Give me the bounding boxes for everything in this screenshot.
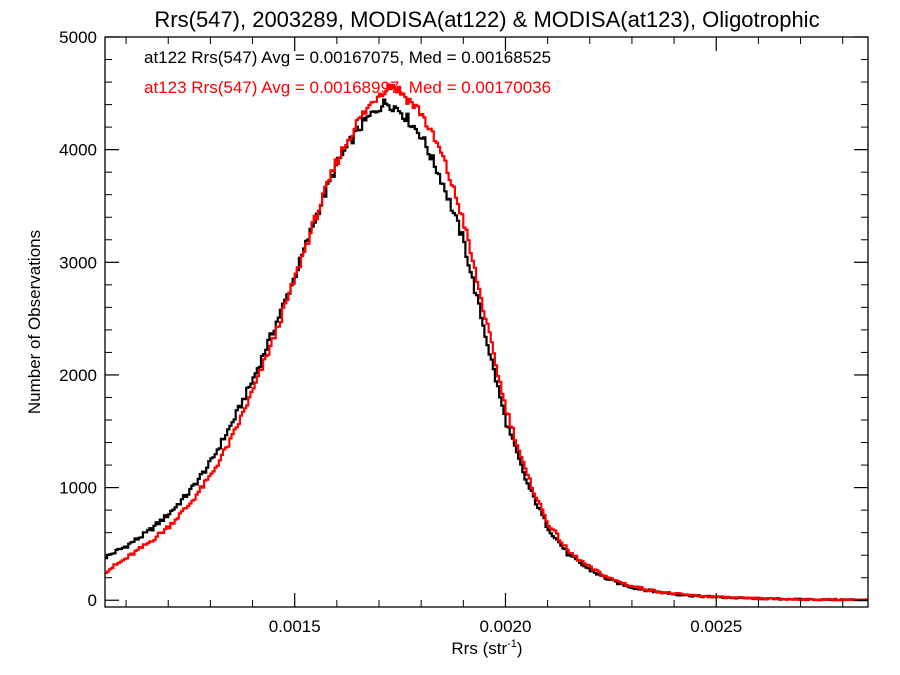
- annotation-at122: at122 Rrs(547) Avg = 0.00167075, Med = 0…: [144, 48, 551, 67]
- y-tick-label: 3000: [59, 253, 97, 272]
- x-axis-label-main: Rrs (str: [451, 639, 507, 658]
- annotation-at123: at123 Rrs(547) Avg = 0.00168997, Med = 0…: [144, 78, 551, 97]
- x-axis-label-suffix: ): [517, 639, 523, 658]
- plot-frame: [104, 36, 869, 608]
- x-axis-label-superscript: -1: [507, 638, 517, 650]
- x-axis: 0.0015 0.0020 0.0025: [125, 37, 844, 636]
- chart-title: Rrs(547), 2003289, MODISA(at122) & MODIS…: [154, 7, 819, 32]
- y-tick-label: 5000: [59, 28, 97, 47]
- y-tick-label: 2000: [59, 366, 97, 385]
- y-axis-label: Number of Observations: [25, 230, 44, 414]
- y-tick-label: 4000: [59, 141, 97, 160]
- x-tick-label: 0.0020: [479, 617, 531, 636]
- histogram-series-0: [105, 98, 868, 602]
- histogram-series-1: [105, 83, 868, 602]
- x-axis-label: Rrs (str-1): [451, 638, 522, 658]
- plot-area: [105, 83, 868, 602]
- y-tick-label: 1000: [59, 479, 97, 498]
- y-axis: 0 1000 2000 3000 4000 5000: [59, 28, 868, 610]
- x-tick-label: 0.0025: [690, 617, 742, 636]
- x-tick-label: 0.0015: [269, 617, 321, 636]
- y-tick-label: 0: [88, 591, 97, 610]
